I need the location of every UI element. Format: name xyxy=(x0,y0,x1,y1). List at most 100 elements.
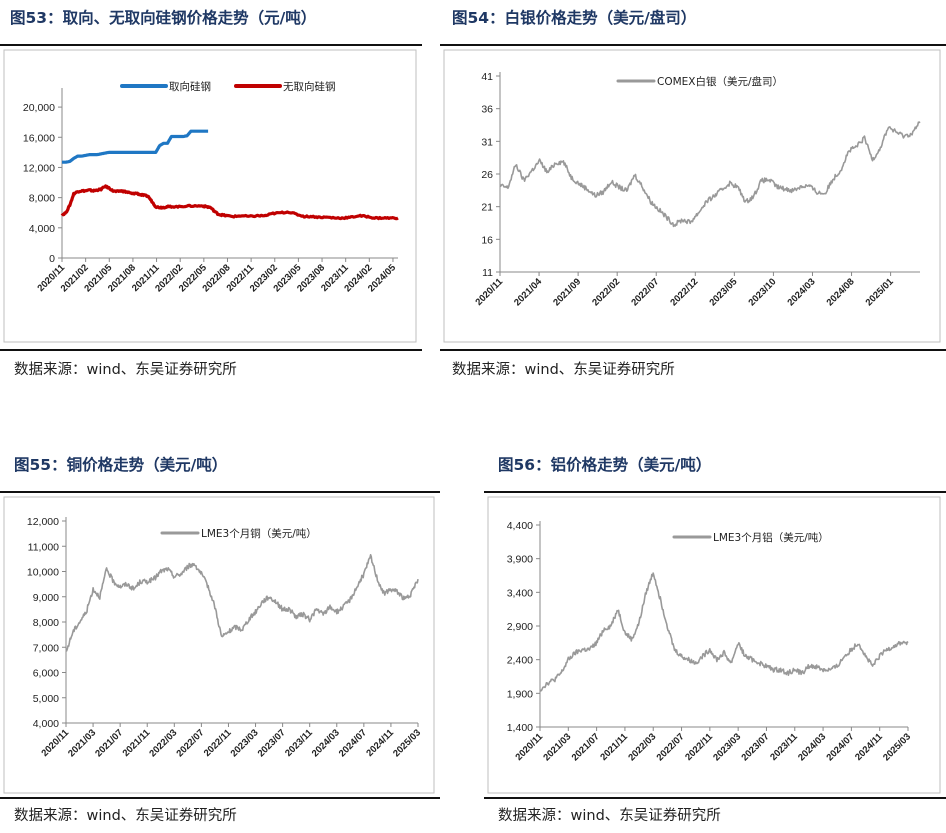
chart-title-54: 图54：白银价格走势（美元/盘司） xyxy=(452,9,697,27)
y-tick-label: 36 xyxy=(481,104,493,116)
y-tick-label: 10,000 xyxy=(27,567,59,579)
chart-title-53: 图53：取向、无取向硅钢价格走势（元/吨） xyxy=(10,9,317,27)
legend-label-2: 无取向硅钢 xyxy=(283,80,336,93)
source-rule-54 xyxy=(440,349,946,351)
x-tick-label: 2020/11 xyxy=(39,727,71,759)
y-tick-label: 12,000 xyxy=(23,162,55,174)
x-tick-label: 2023/11 xyxy=(768,731,800,763)
source-rule-56 xyxy=(484,797,946,799)
series-line-1 xyxy=(65,554,419,652)
series-line-1 xyxy=(539,572,909,692)
x-tick-label: 2022/03 xyxy=(147,727,179,759)
x-tick-label: 2023/03 xyxy=(229,727,261,759)
x-tick-label: 2025/03 xyxy=(881,731,913,763)
title-rule-55 xyxy=(0,491,440,493)
x-tick-label: 2022/07 xyxy=(655,731,687,763)
y-tick-label: 9,000 xyxy=(33,592,59,604)
source-rule-55 xyxy=(0,797,440,799)
x-tick-label: 2024/07 xyxy=(824,731,856,763)
title-rule-54 xyxy=(440,44,946,46)
x-tick-label: 2022/12 xyxy=(668,276,700,308)
y-tick-label: 31 xyxy=(481,136,493,148)
y-tick-label: 8,000 xyxy=(33,617,59,629)
chart-source-56: 数据来源：wind、东吴证券研究所 xyxy=(498,808,721,824)
x-tick-label: 2024/03 xyxy=(786,276,818,308)
x-tick-label: 2023/11 xyxy=(283,727,315,759)
y-tick-label: 2,900 xyxy=(507,621,533,633)
chart-frame xyxy=(487,496,941,794)
y-tick-label: 0 xyxy=(49,253,55,265)
y-tick-label: 7,000 xyxy=(33,642,59,654)
y-tick-label: 21 xyxy=(481,202,493,214)
x-tick-label: 2023/07 xyxy=(740,731,772,763)
x-tick-label: 2024/11 xyxy=(364,727,396,759)
x-tick-label: 2021/04 xyxy=(512,276,545,309)
x-tick-label: 2021/07 xyxy=(570,731,602,763)
x-tick-label: 2021/09 xyxy=(551,276,583,308)
x-tick-label: 2024/03 xyxy=(310,727,342,759)
x-tick-label: 2024/08 xyxy=(825,276,857,308)
x-tick-label: 2024/11 xyxy=(853,731,885,763)
title-rule-53 xyxy=(0,44,422,46)
y-tick-label: 4,000 xyxy=(29,223,55,235)
y-tick-label: 16,000 xyxy=(23,132,55,144)
y-tick-label: 12,000 xyxy=(27,516,59,528)
y-tick-label: 3,400 xyxy=(507,587,533,599)
x-tick-label: 2022/11 xyxy=(202,727,234,759)
chart-title-55: 图55：铜价格走势（美元/吨） xyxy=(14,456,228,474)
source-rule-53 xyxy=(0,349,422,351)
x-tick-label: 2021/11 xyxy=(121,727,153,759)
x-tick-label: 2020/11 xyxy=(473,276,505,308)
legend-label-1: 取向硅钢 xyxy=(169,80,211,93)
y-tick-label: 11 xyxy=(482,267,493,279)
chart-frame xyxy=(443,49,941,343)
x-tick-label: 2025/03 xyxy=(391,727,423,759)
chart-frame xyxy=(3,49,417,343)
y-tick-label: 1,400 xyxy=(507,722,533,734)
x-tick-label: 2024/07 xyxy=(337,727,369,759)
y-tick-label: 11,000 xyxy=(28,541,59,553)
series-line-1 xyxy=(61,129,210,164)
x-tick-label: 2023/07 xyxy=(256,727,288,759)
x-tick-label: 2021/11 xyxy=(598,731,630,763)
y-tick-label: 2,400 xyxy=(507,655,533,667)
chart-source-55: 数据来源：wind、东吴证券研究所 xyxy=(14,808,237,824)
x-tick-label: 2025/01 xyxy=(864,276,897,309)
x-tick-label: 2021/03 xyxy=(541,731,573,763)
series-line-1 xyxy=(499,121,921,228)
chart-title-56: 图56：铝价格走势（美元/吨） xyxy=(498,456,712,474)
y-tick-label: 16 xyxy=(481,234,493,246)
x-tick-label: 2022/11 xyxy=(683,731,715,763)
y-tick-label: 4,400 xyxy=(507,520,533,532)
y-tick-label: 8,000 xyxy=(29,193,55,205)
series-line-2 xyxy=(60,184,399,221)
legend-label-1: LME3个月铝（美元/吨） xyxy=(713,531,829,544)
x-tick-label: 2022/07 xyxy=(629,276,661,308)
x-tick-label: 2022/02 xyxy=(590,276,622,308)
y-tick-label: 3,900 xyxy=(507,554,533,566)
chart-source-53: 数据来源：wind、东吴证券研究所 xyxy=(14,362,237,378)
x-tick-label: 2022/03 xyxy=(626,731,658,763)
x-tick-label: 2023/05 xyxy=(707,276,740,309)
x-tick-label: 2021/03 xyxy=(66,727,98,759)
x-tick-label: 2024/03 xyxy=(796,731,828,763)
chart-55-plot: 4,000 5,000 6,000 7,000 8,000 9,000 10,000 11,0… xyxy=(3,496,435,794)
chart-source-54: 数据来源：wind、东吴证券研究所 xyxy=(452,362,675,378)
legend-label-1: COMEX白银（美元/盘司） xyxy=(657,75,783,88)
y-tick-label: 1,900 xyxy=(507,688,533,700)
legend-label-1: LME3个月铜（美元/吨） xyxy=(201,527,317,540)
y-tick-label: 41 xyxy=(481,71,493,83)
y-tick-label: 5,000 xyxy=(33,693,59,705)
y-tick-label: 26 xyxy=(481,169,493,181)
y-tick-label: 6,000 xyxy=(33,668,59,680)
chart-53-plot: 04,0008,00012,00016,00020,0002020/112021… xyxy=(3,49,417,343)
y-tick-label: 4,000 xyxy=(33,718,59,730)
x-tick-label: 2023/10 xyxy=(746,276,778,308)
chart-frame xyxy=(3,496,435,794)
x-tick-label: 2023/03 xyxy=(711,731,743,763)
chart-56-plot: 1,400 1,900 2,400 2,900 3,400 3,900 4,400 2020/… xyxy=(487,496,941,794)
x-tick-label: 2020/11 xyxy=(513,731,545,763)
title-rule-56 xyxy=(484,491,946,493)
y-tick-label: 20,000 xyxy=(23,102,55,114)
